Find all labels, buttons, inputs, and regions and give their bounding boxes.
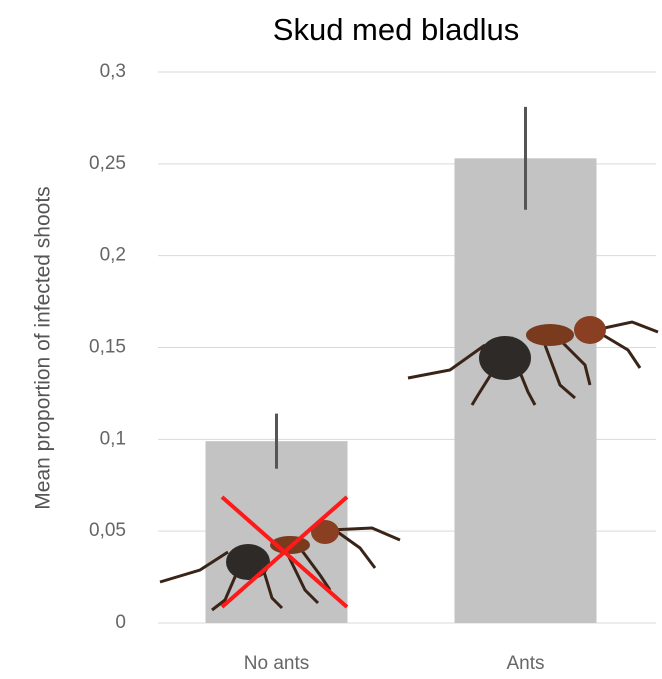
x-tick-label: No ants [244,653,309,674]
y-tick-label: 0,05 [89,520,126,541]
chart-title: Skud med bladlus [273,12,519,47]
plot-area: 0 0,05 0,1 0,15 0,2 0,25 0,3 No ants Ants [89,61,656,674]
y-tick-label: 0,3 [100,61,126,82]
y-tick-label: 0,25 [89,153,126,174]
y-tick-label: 0,2 [100,245,126,266]
y-tick-label: 0,1 [100,428,126,449]
chart: Skud med bladlus Mean proportion of infe… [0,0,662,679]
y-tick-label: 0,15 [89,337,126,358]
bar [455,158,597,623]
y-axis-label: Mean proportion of infected shoots [32,186,55,509]
y-tick-label: 0 [115,612,126,633]
x-tick-label: Ants [506,653,544,674]
